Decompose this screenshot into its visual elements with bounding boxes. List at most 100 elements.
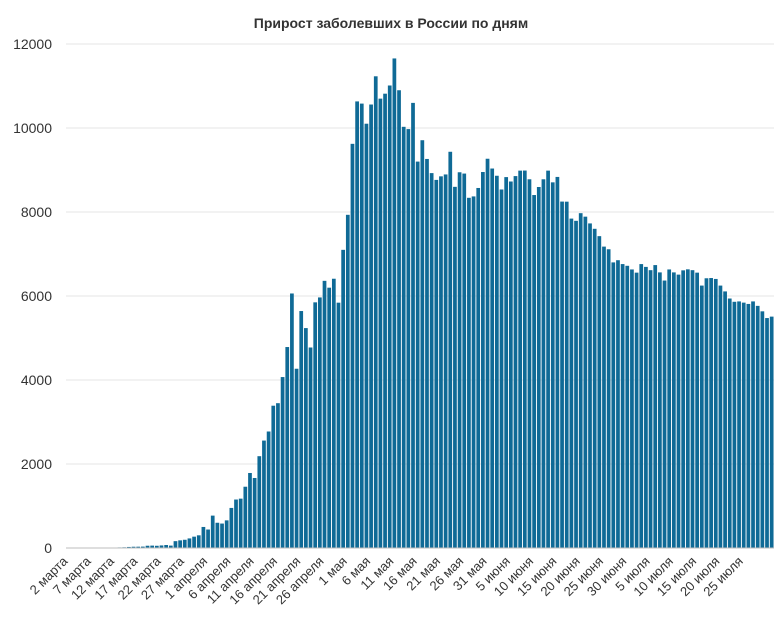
bar bbox=[434, 179, 439, 549]
bar bbox=[592, 228, 597, 549]
bar bbox=[685, 269, 690, 548]
bar bbox=[308, 347, 313, 548]
bar bbox=[476, 187, 481, 548]
y-tick-label: 0 bbox=[44, 540, 52, 556]
bar bbox=[401, 126, 406, 548]
bar bbox=[341, 249, 346, 549]
bar bbox=[453, 186, 457, 549]
bar bbox=[234, 499, 238, 548]
bar bbox=[206, 529, 210, 548]
bar bbox=[406, 129, 411, 549]
bar bbox=[769, 316, 774, 548]
bar bbox=[690, 270, 695, 548]
bar bbox=[485, 158, 490, 548]
bar bbox=[611, 262, 616, 548]
bar bbox=[597, 236, 602, 548]
y-tick-label: 10000 bbox=[13, 120, 52, 136]
bar bbox=[671, 272, 676, 548]
bar bbox=[467, 197, 471, 548]
chart-title: Прирост заболевших в России по дням bbox=[254, 15, 528, 31]
bar bbox=[355, 101, 359, 548]
bar bbox=[737, 301, 741, 548]
bar bbox=[560, 201, 564, 549]
bar bbox=[681, 270, 686, 548]
bar bbox=[751, 301, 755, 548]
bars bbox=[66, 58, 774, 549]
bar bbox=[252, 477, 257, 548]
bar bbox=[630, 269, 634, 548]
bar bbox=[616, 260, 620, 548]
bar bbox=[145, 545, 150, 548]
y-tick-label: 4000 bbox=[21, 372, 52, 388]
bar bbox=[415, 161, 420, 548]
bar bbox=[634, 272, 639, 548]
bar bbox=[536, 187, 541, 548]
bar bbox=[192, 536, 196, 548]
bar bbox=[304, 328, 308, 548]
bar bbox=[131, 546, 136, 548]
bar bbox=[746, 303, 751, 548]
bar bbox=[457, 172, 462, 548]
bar bbox=[550, 182, 555, 548]
bar bbox=[606, 249, 611, 548]
bar bbox=[369, 104, 373, 548]
bar bbox=[299, 311, 304, 548]
bar bbox=[248, 472, 252, 548]
bar bbox=[704, 278, 709, 548]
bar bbox=[508, 181, 513, 548]
bar bbox=[331, 278, 336, 548]
bar bbox=[732, 301, 737, 548]
bar bbox=[513, 176, 518, 548]
bar bbox=[420, 140, 425, 549]
bar bbox=[178, 540, 182, 548]
bar bbox=[602, 246, 606, 548]
bar bbox=[224, 520, 229, 548]
bar bbox=[257, 456, 262, 548]
bar bbox=[527, 179, 532, 549]
bar bbox=[238, 498, 243, 548]
bar bbox=[676, 274, 681, 548]
bar bbox=[667, 269, 672, 548]
bar bbox=[280, 377, 285, 548]
bar bbox=[196, 535, 201, 548]
bar bbox=[574, 220, 578, 548]
bar bbox=[490, 168, 495, 548]
bar bbox=[439, 176, 443, 549]
bar bbox=[345, 214, 350, 548]
bar bbox=[140, 546, 145, 548]
y-tick-label: 6000 bbox=[21, 288, 52, 304]
bar bbox=[555, 176, 560, 548]
bar bbox=[462, 173, 467, 548]
bar bbox=[150, 545, 155, 548]
bar bbox=[159, 545, 164, 548]
bar bbox=[504, 177, 509, 548]
y-tick-label: 12000 bbox=[13, 36, 52, 52]
bar bbox=[290, 293, 294, 548]
bar bbox=[494, 175, 499, 548]
bar bbox=[639, 264, 644, 548]
bar bbox=[397, 90, 401, 548]
bar bbox=[387, 85, 392, 548]
y-tick-label: 2000 bbox=[21, 456, 52, 472]
bar bbox=[383, 93, 387, 548]
bar bbox=[699, 285, 704, 548]
bar bbox=[136, 546, 141, 548]
bar bbox=[294, 368, 299, 548]
bar bbox=[127, 546, 131, 548]
bar bbox=[713, 278, 718, 548]
bar bbox=[741, 302, 746, 548]
bar bbox=[541, 179, 546, 549]
bar bbox=[425, 158, 429, 549]
bar bbox=[760, 311, 765, 548]
bar bbox=[658, 272, 662, 548]
bar bbox=[481, 172, 485, 549]
bar bbox=[522, 170, 527, 548]
gridlines bbox=[66, 43, 774, 549]
bar bbox=[201, 526, 206, 548]
bar bbox=[578, 213, 583, 548]
bar bbox=[154, 545, 159, 548]
bar bbox=[499, 189, 504, 548]
bar bbox=[588, 223, 592, 548]
